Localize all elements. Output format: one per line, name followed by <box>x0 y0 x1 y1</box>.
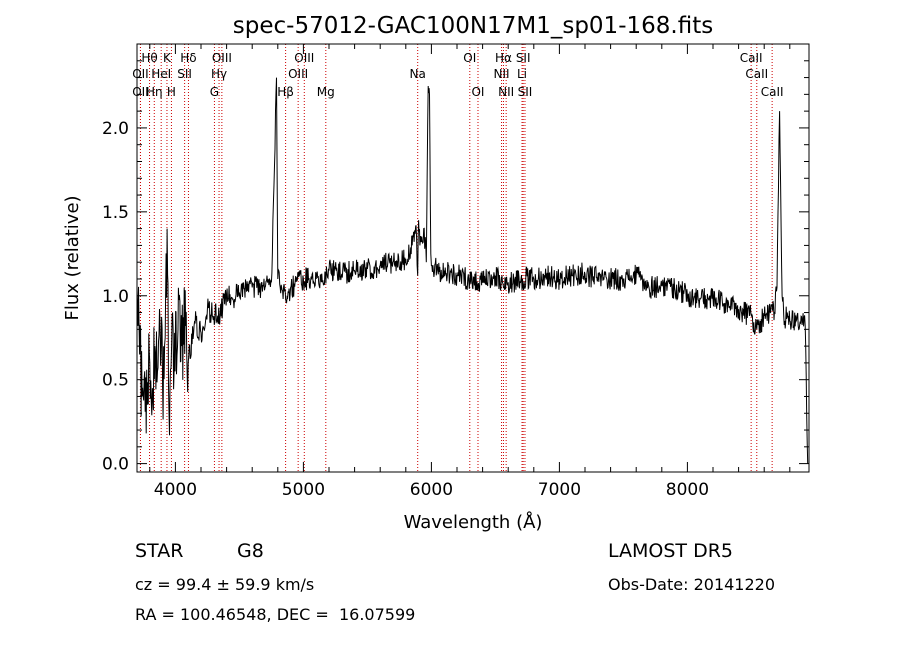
coordinates: RA = 100.46548, DEC = 16.07599 <box>135 605 416 624</box>
line-label: SII <box>177 67 192 81</box>
y-tick-label: 2.0 <box>102 119 129 139</box>
line-label: Hβ <box>277 85 294 99</box>
line-label: Li <box>517 67 527 81</box>
axis-ticks: 4000 5000 6000 7000 8000 0.0 0.5 1.0 1.5 2.0 <box>102 44 809 500</box>
y-tick-label: 1.0 <box>102 287 129 307</box>
x-tick-label: 5000 <box>282 480 325 500</box>
emission-line-markers <box>139 44 773 472</box>
line-label: Hα <box>495 51 512 65</box>
line-label: Na <box>410 67 426 81</box>
line-label: H <box>167 85 176 99</box>
line-label: OII <box>132 67 149 81</box>
emission-line-labels: OII OII Hθ Hη HeI K H Hδ SII OIII Hγ G Hβ OIII OIII Mg N… <box>132 51 783 99</box>
spectrum-line <box>136 77 809 464</box>
line-label: OII <box>132 85 149 99</box>
line-label: SII <box>518 85 533 99</box>
line-label: OIII <box>294 51 314 65</box>
line-label: CaII <box>745 67 768 81</box>
line-label: Hδ <box>180 51 196 65</box>
line-label: G <box>210 85 219 99</box>
line-label: OIII <box>288 67 308 81</box>
line-label: OIII <box>212 51 232 65</box>
object-type: STAR <box>135 540 184 562</box>
line-label: NII <box>498 85 514 99</box>
x-axis-label: Wavelength (Å) <box>404 511 543 533</box>
line-label: Mg <box>317 85 335 99</box>
obs-date: Obs-Date: 20141220 <box>608 575 776 594</box>
survey-label: LAMOST DR5 <box>608 540 733 562</box>
y-axis-label: Flux (relative) <box>62 195 83 320</box>
line-label: K <box>163 51 172 65</box>
chart-title: spec-57012-GAC100N17M1_sp01-168.fits <box>233 13 713 39</box>
line-label: Hθ <box>141 51 157 65</box>
line-label: HeI <box>151 67 171 81</box>
line-label: Hγ <box>211 67 227 81</box>
y-tick-label: 0.0 <box>102 455 129 475</box>
redshift-value: cz = 99.4 ± 59.9 km/s <box>135 575 315 594</box>
line-label: CaII <box>740 51 763 65</box>
line-label: SII <box>516 51 531 65</box>
x-tick-label: 7000 <box>538 480 581 500</box>
line-label: CaII <box>761 85 784 99</box>
line-label: OI <box>463 51 476 65</box>
x-tick-label: 8000 <box>666 480 709 500</box>
line-label: Hη <box>146 85 163 99</box>
plot-frame <box>136 43 810 473</box>
line-label: NII <box>494 67 510 81</box>
subclass: G8 <box>237 540 264 562</box>
x-tick-label: 4000 <box>154 480 197 500</box>
line-label: OI <box>471 85 484 99</box>
y-tick-label: 0.5 <box>102 371 129 391</box>
x-tick-label: 6000 <box>410 480 453 500</box>
y-tick-label: 1.5 <box>102 203 129 223</box>
